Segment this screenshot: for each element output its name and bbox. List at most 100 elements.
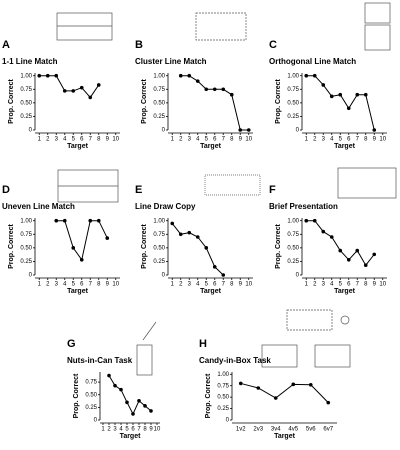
x-tick-label: 5 (125, 427, 129, 433)
data-point (71, 246, 76, 250)
x-tick-label: 1 (171, 137, 175, 143)
x-tick-label: 10 (112, 137, 119, 143)
x-tick-label: 6 (213, 137, 217, 143)
y-tick-label: 0.75 (85, 380, 97, 386)
data-point (54, 218, 59, 223)
x-tick-label: 5 (205, 282, 209, 288)
y-tick-label: 0.75 (287, 87, 299, 93)
x-tick-label: 2 (179, 137, 183, 143)
x-tick-label: 6v7 (323, 427, 333, 433)
data-point (113, 383, 117, 388)
x-tick-label: 2 (313, 137, 317, 143)
data-point (355, 92, 360, 97)
x-tick-label: 7 (222, 137, 226, 143)
y-tick-label: 1.00 (20, 218, 32, 224)
data-point (273, 396, 278, 400)
y-tick-label: 1.00 (287, 73, 299, 79)
x-tick-label: 7 (89, 282, 93, 288)
x-tick-label: 4 (63, 282, 67, 288)
y-tick-label: 0.25 (217, 406, 229, 412)
x-tick-label: 3 (55, 282, 59, 288)
data-point (329, 94, 334, 99)
chart-title: 1-1 Line Match (2, 57, 58, 66)
y-tick-label: 1.00 (20, 73, 32, 79)
data-point (221, 273, 226, 277)
x-tick-label: 9 (239, 137, 243, 143)
x-tick-label: 2 (179, 282, 183, 288)
x-axis-label: Target (67, 143, 89, 150)
x-tick-label: 6 (131, 427, 135, 433)
data-point (246, 128, 251, 132)
data-point (212, 87, 217, 92)
data-point (372, 128, 377, 132)
x-tick-label: 10 (154, 427, 161, 433)
x-axis-label: Target (120, 433, 142, 440)
y-tick-label: 0 (162, 128, 166, 134)
y-tick-label: 0.25 (153, 259, 165, 265)
data-point (88, 95, 93, 100)
y-tick-label: 0.75 (217, 383, 229, 389)
data-point (88, 218, 93, 223)
data-point (326, 400, 331, 405)
data-point (96, 83, 101, 87)
x-tick-label: 9 (106, 282, 110, 288)
x-tick-label: 8 (364, 137, 368, 143)
stimulus-icons (56, 2, 397, 376)
y-tick-label: 0 (29, 273, 33, 279)
x-tick-label: 9 (239, 282, 243, 288)
x-tick-label: 9 (149, 427, 153, 433)
chart-title: Line Draw Copy (135, 202, 196, 211)
x-tick-label: 8 (143, 427, 147, 433)
data-point (212, 265, 217, 269)
x-tick-label: 1 (305, 137, 309, 143)
y-tick-label: 0 (296, 273, 300, 279)
y-tick-label: 0.50 (85, 392, 97, 398)
y-tick-label: 0.50 (217, 395, 229, 401)
x-tick-label: 5v6 (306, 427, 316, 433)
y-tick-label: 0.50 (20, 245, 32, 251)
data-line (180, 75, 249, 131)
data-line (306, 75, 375, 131)
x-tick-label: 6 (347, 137, 351, 143)
x-tick-label: 4v5 (288, 427, 298, 433)
chart-title: Cluster Line Match (135, 57, 207, 66)
panel-label: E (135, 184, 142, 196)
data-point (291, 382, 296, 387)
y-tick-label: 1.00 (153, 218, 165, 224)
data-point (195, 235, 200, 239)
x-tick-label: 10 (379, 137, 386, 143)
x-tick-label: 10 (245, 282, 252, 288)
x-axis-label: Target (200, 288, 222, 295)
y-tick-label: 0.50 (287, 100, 299, 106)
x-tick-label: 2v3 (253, 427, 263, 433)
y-tick-label: 0.25 (20, 259, 32, 265)
data-point (149, 409, 153, 413)
y-tick-label: 0.75 (287, 232, 299, 238)
data-point (79, 258, 84, 262)
data-point (304, 218, 309, 223)
data-point (229, 92, 234, 97)
panel-label: G (67, 338, 76, 350)
x-tick-label: 7 (356, 137, 360, 143)
y-tick-label: 0.50 (153, 245, 165, 251)
x-tick-label: 1 (305, 282, 309, 288)
y-tick-label: 0.50 (153, 100, 165, 106)
x-tick-label: 6 (80, 282, 84, 288)
data-point (71, 89, 76, 93)
panel-label: D (2, 184, 10, 196)
data-line (56, 220, 108, 262)
data-point (187, 73, 192, 78)
data-point (137, 399, 141, 403)
data-point (37, 73, 42, 78)
x-tick-label: 3 (322, 137, 326, 143)
data-line (240, 382, 329, 403)
x-tick-label: 2 (313, 282, 317, 288)
data-point (221, 87, 226, 92)
data-point (256, 386, 261, 390)
x-tick-label: 6 (80, 137, 84, 143)
x-tick-label: 3 (322, 282, 326, 288)
x-tick-label: 4 (196, 137, 200, 143)
x-tick-label: 5 (339, 282, 343, 288)
x-tick-label: 1 (101, 427, 105, 433)
